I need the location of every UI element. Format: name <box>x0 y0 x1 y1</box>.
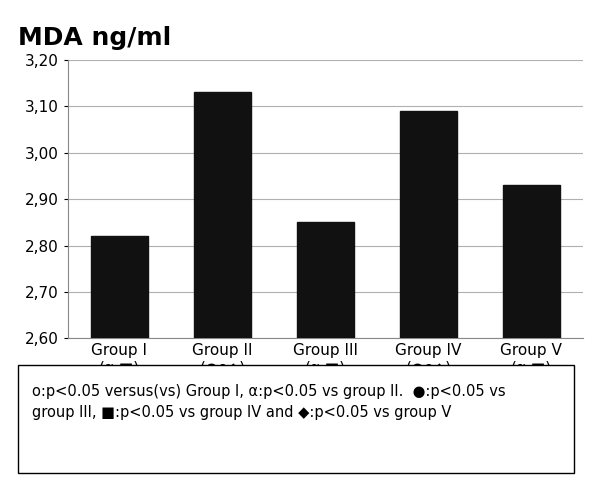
Text: o:p<0.05 versus(vs) Group I, α:p<0.05 vs group II.  ●:p<0.05 vs
group III, ■:p<0: o:p<0.05 versus(vs) Group I, α:p<0.05 vs… <box>32 384 505 420</box>
Bar <box>194 93 251 480</box>
Bar <box>297 222 354 480</box>
Bar <box>400 111 456 480</box>
Text: MDA ng/ml: MDA ng/ml <box>18 26 171 50</box>
Bar <box>91 236 148 480</box>
Bar <box>503 185 560 480</box>
